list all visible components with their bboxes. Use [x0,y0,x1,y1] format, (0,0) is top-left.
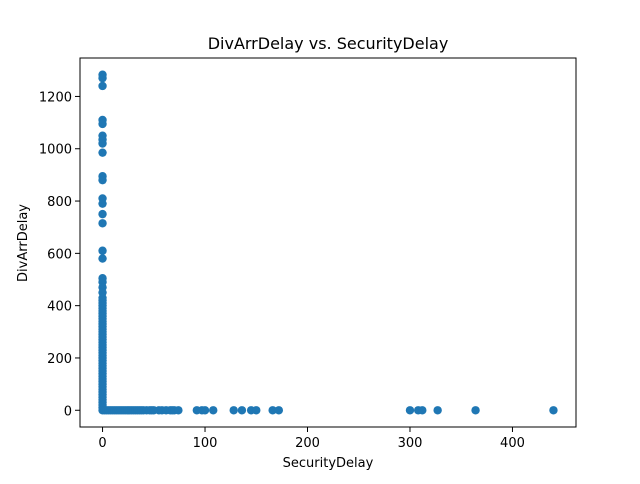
point [237,406,247,415]
point [252,406,261,415]
point [274,406,284,415]
y-axis-label: DivArrDelay [16,204,31,282]
point [229,406,238,415]
point [268,406,277,415]
x-tick-label: 0 [98,436,106,451]
point [98,119,107,129]
point [418,406,427,415]
x-axis-label: SecurityDelay [283,456,374,471]
y-tick-label: 1200 [39,90,72,105]
point [174,406,183,415]
chart-title: DivArrDelay vs. SecurityDelay [208,34,449,53]
point [405,406,415,415]
x-tick-label: 400 [500,436,525,451]
plot-frame [79,57,577,428]
point [98,209,107,219]
point [200,406,210,415]
point [471,406,480,415]
y-tick-label: 600 [47,247,72,262]
x-tick-label: 300 [398,436,423,451]
y-tick-label: 200 [47,352,72,367]
y-tick-label: 0 [64,404,72,419]
x-tick-label: 200 [295,436,320,451]
point [98,139,107,148]
x-tick-label: 100 [193,436,218,451]
point [98,148,107,157]
point [433,406,442,415]
point [98,81,107,91]
point [549,406,558,415]
point [98,175,107,185]
y-tick-label: 1000 [39,143,72,158]
point [98,199,107,208]
y-tick-label: 800 [47,195,72,210]
point [98,246,107,255]
point [209,406,218,415]
point [98,254,107,263]
point [98,73,107,83]
point [98,219,107,228]
y-tick-label: 400 [47,300,72,315]
